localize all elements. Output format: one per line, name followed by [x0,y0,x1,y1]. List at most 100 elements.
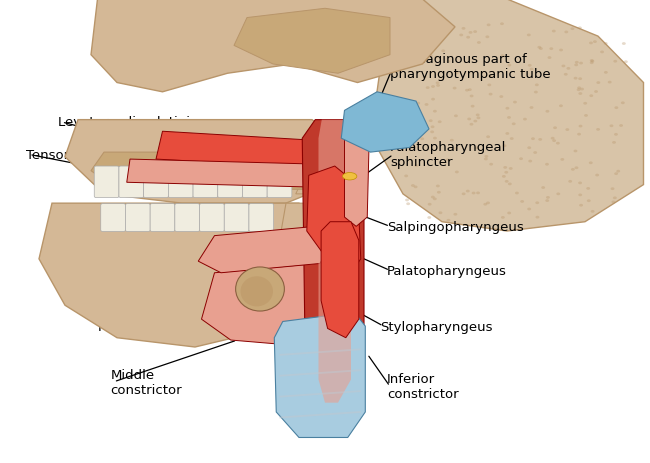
Ellipse shape [571,28,575,31]
Text: Cartilaginous part of
pharyngotympanic tube: Cartilaginous part of pharyngotympanic t… [390,53,551,81]
Ellipse shape [488,75,492,78]
Ellipse shape [571,169,575,171]
Ellipse shape [465,89,469,92]
Ellipse shape [614,61,618,63]
Ellipse shape [533,152,537,155]
Ellipse shape [600,51,604,54]
Ellipse shape [503,167,507,169]
Ellipse shape [551,138,554,140]
Ellipse shape [545,163,549,166]
FancyBboxPatch shape [175,204,200,232]
Polygon shape [91,153,338,190]
Ellipse shape [578,125,582,128]
Ellipse shape [589,162,593,165]
Ellipse shape [452,88,456,90]
Ellipse shape [545,111,549,113]
Polygon shape [302,120,364,407]
FancyBboxPatch shape [101,204,125,232]
Ellipse shape [566,129,569,131]
Ellipse shape [604,43,608,46]
Ellipse shape [586,188,590,190]
Ellipse shape [450,139,454,142]
Ellipse shape [552,31,556,33]
Ellipse shape [564,31,568,34]
Ellipse shape [579,204,583,207]
Ellipse shape [466,37,470,39]
Ellipse shape [408,134,412,137]
Text: Palatopharyngeus: Palatopharyngeus [387,264,506,277]
Ellipse shape [428,203,432,206]
Ellipse shape [477,42,481,45]
Ellipse shape [428,29,432,32]
Ellipse shape [454,213,458,216]
Ellipse shape [579,63,583,65]
Ellipse shape [507,117,511,119]
Ellipse shape [430,131,434,134]
Ellipse shape [549,48,553,51]
Ellipse shape [411,123,415,125]
Ellipse shape [562,65,566,68]
Ellipse shape [578,182,582,185]
Ellipse shape [431,99,435,101]
Ellipse shape [421,35,424,38]
Ellipse shape [502,145,506,148]
Ellipse shape [560,159,564,162]
Ellipse shape [568,181,572,183]
Ellipse shape [622,43,626,46]
Ellipse shape [564,74,567,76]
Polygon shape [377,0,644,232]
Ellipse shape [240,276,273,307]
Ellipse shape [508,183,512,186]
Ellipse shape [527,147,531,150]
Ellipse shape [447,219,450,222]
Ellipse shape [510,138,514,141]
Ellipse shape [500,23,504,26]
Ellipse shape [412,146,416,149]
Ellipse shape [470,95,474,98]
Ellipse shape [566,68,570,70]
Polygon shape [280,349,361,356]
Text: Palatine tonsil: Palatine tonsil [98,320,191,333]
Ellipse shape [506,107,510,110]
Ellipse shape [505,181,509,183]
Ellipse shape [534,92,538,94]
FancyBboxPatch shape [125,204,150,232]
Ellipse shape [431,196,435,199]
FancyBboxPatch shape [94,167,119,198]
Ellipse shape [597,82,601,85]
Ellipse shape [501,217,505,219]
Ellipse shape [460,35,463,38]
Ellipse shape [530,69,534,71]
Ellipse shape [578,78,582,81]
Text: Middle
constrictor: Middle constrictor [111,368,182,396]
Ellipse shape [591,211,595,213]
Ellipse shape [428,51,432,54]
Ellipse shape [484,203,488,206]
FancyBboxPatch shape [168,167,193,198]
Ellipse shape [486,136,490,139]
Polygon shape [321,222,359,338]
Ellipse shape [426,38,430,41]
Polygon shape [198,227,332,273]
Ellipse shape [436,85,440,88]
Ellipse shape [546,197,550,200]
Ellipse shape [486,202,490,205]
Ellipse shape [436,185,440,188]
Ellipse shape [467,119,471,121]
Ellipse shape [455,171,459,174]
Ellipse shape [413,103,417,106]
Ellipse shape [528,160,532,163]
Ellipse shape [476,117,480,120]
Ellipse shape [624,61,628,64]
Ellipse shape [573,78,577,81]
Ellipse shape [512,123,515,126]
Ellipse shape [577,89,580,92]
Ellipse shape [414,165,418,168]
Ellipse shape [476,192,480,195]
Ellipse shape [423,41,427,44]
Text: Tensor veli palatini: Tensor veli palatini [26,149,151,162]
Ellipse shape [538,47,541,50]
Ellipse shape [473,31,477,34]
Ellipse shape [424,104,428,106]
Polygon shape [234,9,390,74]
